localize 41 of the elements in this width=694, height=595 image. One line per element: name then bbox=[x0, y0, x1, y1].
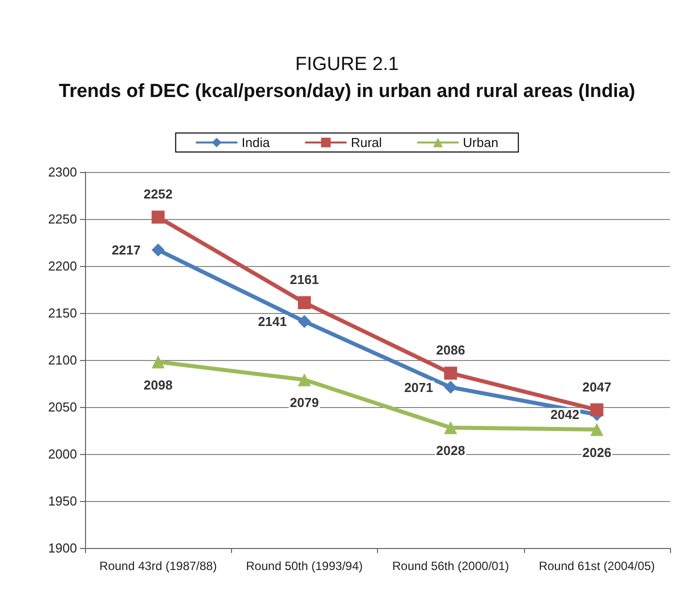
point bbox=[152, 355, 165, 368]
data-label: 2086 bbox=[436, 342, 466, 358]
point bbox=[152, 210, 165, 224]
point bbox=[298, 314, 311, 328]
y-tick-label: 2250 bbox=[48, 212, 77, 226]
point bbox=[590, 423, 604, 436]
chart-subtitle: Trends of DEC (kcal/person/day) in urban and rural areas (India) bbox=[58, 81, 636, 102]
y-tick-label: 2150 bbox=[48, 306, 77, 320]
x-tick-label: Round 61st (2004/05) bbox=[538, 559, 655, 573]
y-tick-label: 2300 bbox=[48, 164, 77, 180]
x-tick-label: Round 50th (1993/94) bbox=[246, 559, 363, 573]
y-tick-label: 2050 bbox=[48, 400, 77, 414]
data-label: 2047 bbox=[582, 379, 612, 394]
data-label: 2141 bbox=[258, 314, 287, 329]
data-label: 2028 bbox=[436, 443, 466, 458]
data-label: 2161 bbox=[290, 272, 319, 288]
data-label: 2252 bbox=[144, 186, 173, 202]
point bbox=[298, 373, 311, 386]
chart-title: FIGURE 2.1 bbox=[295, 54, 399, 75]
data-label: 2071 bbox=[404, 380, 434, 395]
y-tick-label: 1950 bbox=[48, 494, 77, 508]
legend-label: Rural bbox=[350, 135, 382, 150]
legend-label: India bbox=[242, 135, 271, 150]
point bbox=[590, 403, 604, 416]
data-label: 2079 bbox=[290, 395, 319, 410]
legend-label: Urban bbox=[462, 135, 498, 150]
point bbox=[444, 380, 458, 394]
y-tick-label: 2100 bbox=[48, 352, 77, 368]
y-tick-label: 2200 bbox=[48, 258, 77, 274]
x-tick-label: Round 56th (2000/01) bbox=[392, 559, 510, 573]
data-label: 2042 bbox=[550, 407, 580, 422]
data-label: 2026 bbox=[582, 445, 612, 460]
point bbox=[444, 366, 458, 380]
data-label: 2098 bbox=[144, 377, 173, 392]
data-label: 2217 bbox=[112, 242, 141, 258]
point bbox=[444, 421, 458, 434]
point bbox=[152, 244, 165, 257]
x-tick-label: Round 43rd (1987/88) bbox=[99, 559, 217, 573]
y-tick-label: 1900 bbox=[48, 540, 77, 556]
point bbox=[298, 296, 311, 310]
y-tick-label: 2000 bbox=[48, 446, 77, 462]
